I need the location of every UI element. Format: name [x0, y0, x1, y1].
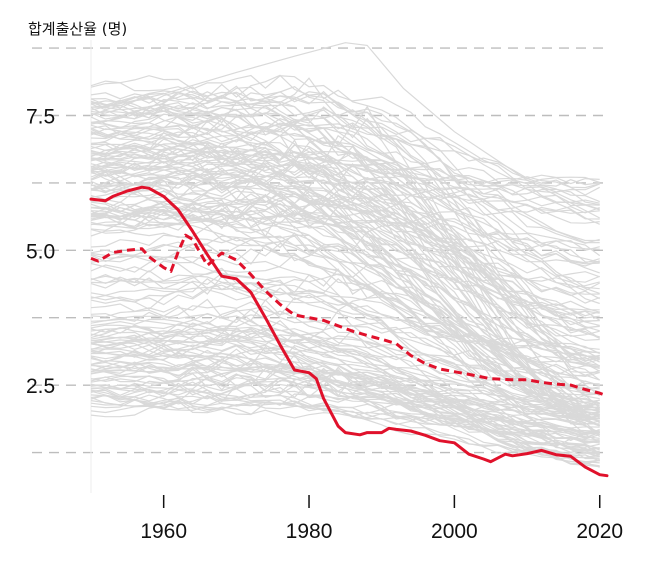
- country-line: [90, 194, 600, 250]
- country-line: [90, 151, 600, 337]
- highlight-lines: [89, 185, 609, 478]
- country-line: [90, 130, 600, 206]
- y-tick-label: 5.0: [26, 240, 55, 263]
- country-line: [90, 125, 600, 265]
- country-line: [90, 190, 600, 278]
- country-line: [90, 358, 600, 451]
- country-line: [90, 269, 600, 363]
- country-line: [90, 301, 600, 373]
- highlight-line-dashed: [90, 233, 608, 398]
- country-line: [90, 340, 600, 432]
- country-line: [90, 134, 600, 288]
- country-line: [90, 121, 600, 363]
- x-tick-label: 2000: [431, 520, 478, 543]
- x-tick-label: 2020: [576, 520, 623, 543]
- country-line: [90, 101, 600, 317]
- country-line: [90, 268, 600, 427]
- country-line: [90, 108, 600, 184]
- country-line: [90, 310, 600, 409]
- country-line: [90, 284, 600, 420]
- country-line: [90, 170, 600, 313]
- country-line: [90, 177, 600, 226]
- country-line: [90, 389, 600, 441]
- country-line: [90, 345, 600, 443]
- country-line: [90, 367, 600, 449]
- country-line: [90, 318, 600, 416]
- country-line: [90, 86, 600, 283]
- country-line: [90, 361, 600, 455]
- country-line: [90, 241, 600, 393]
- country-line: [90, 382, 600, 454]
- y-axis-ticks: 2.5 5.0 7.5: [26, 106, 55, 399]
- country-line: [90, 345, 600, 451]
- country-line: [90, 123, 600, 434]
- y-axis-label: 합계출산율 (명): [28, 20, 127, 38]
- country-line: [90, 358, 600, 444]
- country-line: [90, 162, 600, 411]
- country-line: [90, 150, 600, 214]
- x-axis-ticks: 1960 1980 2000 2020: [140, 495, 623, 543]
- country-line: [90, 267, 600, 402]
- country-line: [90, 107, 600, 189]
- country-line: [90, 115, 600, 264]
- country-line: [90, 235, 600, 403]
- country-line: [90, 232, 600, 419]
- y-tick-label: 2.5: [26, 375, 55, 398]
- background-country-lines: [90, 42, 601, 468]
- country-line: [90, 164, 600, 395]
- country-line: [90, 274, 600, 360]
- country-line: [90, 209, 600, 460]
- country-line: [90, 86, 601, 381]
- country-line: [90, 275, 600, 434]
- country-line: [90, 143, 600, 267]
- country-line: [90, 145, 600, 305]
- country-line: [90, 182, 600, 376]
- country-line: [90, 91, 600, 338]
- x-tick-label: 1980: [286, 520, 333, 543]
- country-line: [90, 90, 601, 257]
- country-line: [90, 92, 600, 244]
- country-line: [90, 203, 600, 364]
- country-line: [90, 318, 600, 464]
- country-line: [90, 74, 600, 225]
- country-line: [91, 366, 600, 439]
- country-line: [90, 100, 601, 321]
- country-line: [90, 319, 600, 420]
- country-line: [90, 344, 600, 409]
- highlight-line-solid: [89, 185, 609, 478]
- x-tick-label: 1960: [140, 520, 187, 543]
- country-line: [90, 327, 600, 456]
- country-line: [90, 298, 600, 442]
- country-line: [90, 309, 600, 391]
- country-line: [90, 234, 600, 386]
- y-tick-label: 7.5: [26, 106, 55, 129]
- country-line: [90, 105, 601, 397]
- country-line: [90, 214, 600, 359]
- country-line: [90, 139, 600, 263]
- country-line: [90, 230, 600, 360]
- country-line: [90, 109, 600, 290]
- country-line: [90, 42, 600, 219]
- country-line: [90, 327, 600, 465]
